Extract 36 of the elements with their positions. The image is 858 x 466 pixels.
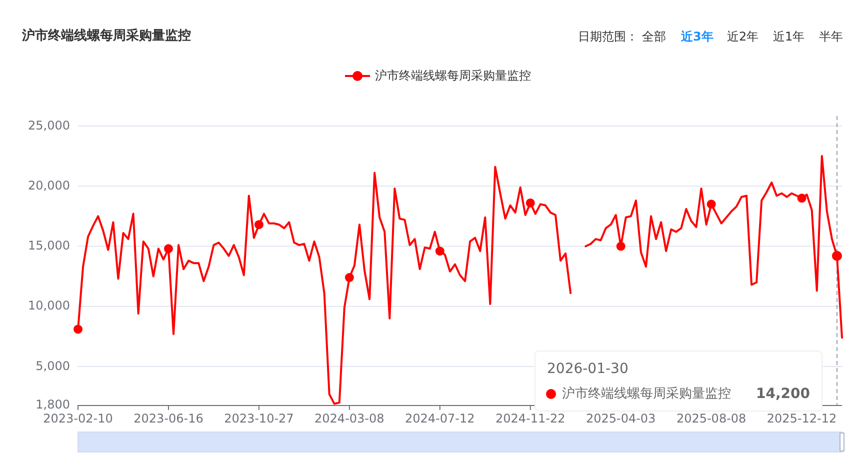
y-tick-label: 5,000	[36, 358, 70, 373]
y-tick-label: 25,000	[28, 118, 70, 132]
y-tick-label: 1,800	[36, 397, 70, 412]
text: 近1年	[773, 29, 805, 44]
point	[616, 242, 626, 251]
x-tick-label: 2025-04-03	[586, 411, 656, 426]
text: 日期范围：	[578, 29, 638, 44]
point	[254, 220, 264, 230]
point	[74, 324, 82, 334]
point	[164, 244, 173, 254]
y-tick-label: 15,000	[28, 238, 70, 253]
point	[797, 194, 806, 203]
point	[435, 246, 444, 256]
x-tick-label: 2025-08-08	[676, 411, 746, 426]
annotation: 14,200	[756, 386, 810, 402]
annotation: 2026-01-30	[547, 360, 628, 377]
point	[526, 198, 535, 208]
legend-label: 沪市终端线螺每周采购量监控	[375, 68, 531, 82]
chart-title: 沪市终端线螺每周采购量监控	[21, 28, 191, 44]
x-tick-label: 2024-07-12	[405, 411, 475, 426]
point	[706, 200, 716, 209]
y-tick-label: 20,000	[28, 178, 70, 192]
text: 近2年	[727, 29, 759, 44]
x-tick-label: 2024-11-22	[495, 411, 566, 426]
x-tick-label: 2023-10-27	[224, 411, 294, 426]
x-tick-label: 2025-12-12	[766, 411, 837, 426]
x-tick-label: 2023-06-16	[134, 411, 204, 426]
y-tick-label: 10,000	[28, 298, 70, 313]
x-tick-label: 2023-02-10	[43, 411, 113, 426]
point	[832, 250, 842, 261]
text: 半年	[819, 29, 843, 44]
text: 近3年	[680, 29, 714, 44]
text: 全部	[642, 29, 666, 44]
x-tick-label: 2024-03-08	[314, 411, 384, 426]
annotation: 沪市终端线螺每周采购量监控	[562, 386, 731, 402]
point	[344, 273, 354, 282]
